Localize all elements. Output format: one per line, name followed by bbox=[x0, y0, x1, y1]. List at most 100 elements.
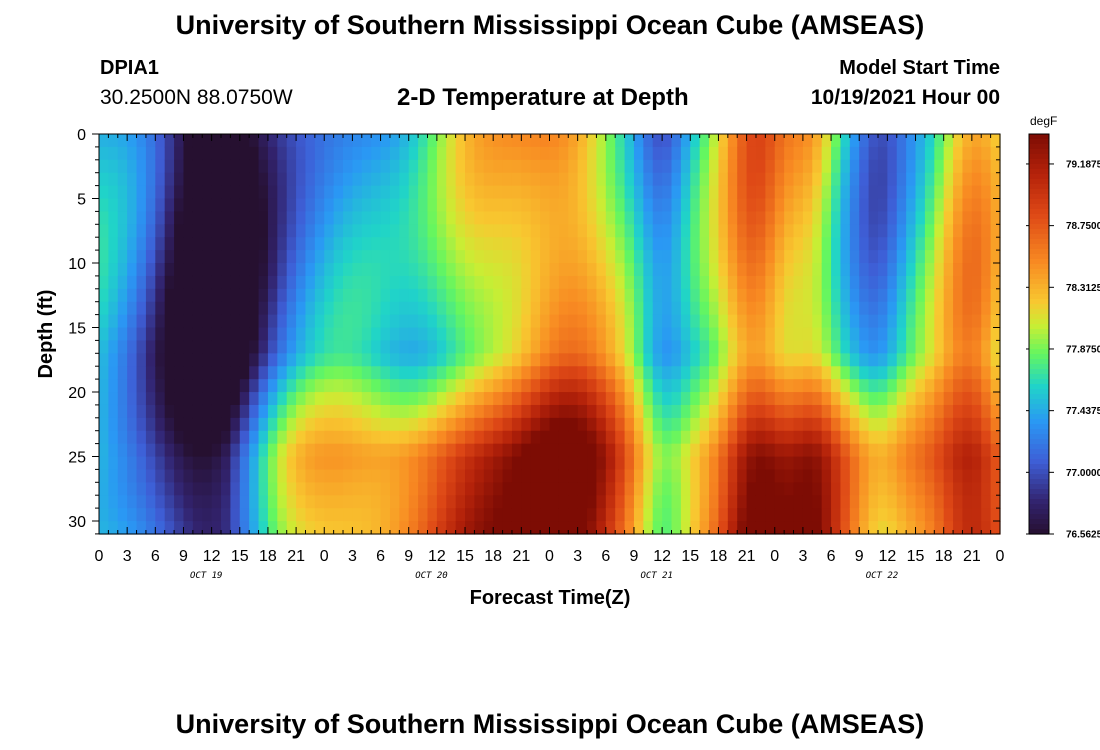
heatmap-cell bbox=[211, 327, 222, 342]
heatmap-cell bbox=[615, 327, 626, 342]
heatmap-cell bbox=[784, 495, 795, 509]
heatmap-cell bbox=[915, 250, 926, 264]
heatmap-cell bbox=[877, 456, 888, 471]
heatmap-cell bbox=[662, 443, 673, 458]
colorbar-segment bbox=[1029, 269, 1049, 275]
heatmap-cell bbox=[587, 198, 598, 213]
heatmap-cell bbox=[812, 275, 823, 290]
heatmap-cell bbox=[953, 417, 964, 432]
heatmap-cell bbox=[755, 469, 766, 483]
heatmap-cell bbox=[821, 417, 832, 432]
heatmap-cell bbox=[953, 353, 964, 367]
heatmap-cell bbox=[540, 263, 551, 277]
heatmap-cell bbox=[183, 288, 194, 303]
heatmap-cell bbox=[483, 134, 494, 148]
heatmap-cell bbox=[493, 146, 504, 161]
heatmap-cell bbox=[587, 430, 598, 445]
heatmap-cell bbox=[249, 404, 260, 419]
heatmap-cell bbox=[812, 508, 823, 522]
heatmap-cell bbox=[849, 146, 860, 161]
heatmap-cell bbox=[174, 521, 185, 535]
heatmap-cell bbox=[887, 521, 898, 535]
heatmap-cell bbox=[718, 456, 729, 471]
heatmap-cell bbox=[99, 495, 109, 509]
heatmap-cell bbox=[305, 224, 316, 238]
heatmap-cell bbox=[934, 417, 945, 432]
heatmap-cell bbox=[371, 327, 382, 342]
heatmap-cell bbox=[596, 508, 607, 522]
heatmap-cell bbox=[408, 134, 419, 148]
heatmap-cell bbox=[981, 159, 992, 174]
heatmap-cell bbox=[962, 288, 973, 303]
heatmap-cell bbox=[239, 521, 250, 535]
heatmap-cell bbox=[709, 417, 720, 432]
heatmap-cell bbox=[774, 469, 785, 483]
heatmap-cell bbox=[474, 456, 485, 471]
heatmap-cell bbox=[136, 469, 147, 483]
heatmap-cell bbox=[690, 237, 701, 251]
heatmap-cell bbox=[221, 211, 231, 225]
heatmap-cell bbox=[709, 288, 720, 303]
heatmap-cell bbox=[305, 185, 316, 200]
heatmap-cell bbox=[221, 521, 231, 535]
heatmap-cell bbox=[399, 327, 410, 342]
heatmap-cell bbox=[990, 404, 1001, 419]
heatmap-cell bbox=[699, 469, 710, 483]
heatmap-cell bbox=[877, 288, 888, 303]
heatmap-cell bbox=[502, 521, 513, 535]
heatmap-cell bbox=[671, 404, 682, 419]
heatmap-cell bbox=[633, 417, 644, 432]
heatmap-cell bbox=[99, 211, 109, 225]
heatmap-cell bbox=[446, 159, 457, 174]
heatmap-cell bbox=[267, 275, 278, 290]
heatmap-cell bbox=[418, 495, 429, 509]
heatmap-cell bbox=[474, 237, 485, 251]
heatmap-cell bbox=[849, 353, 860, 367]
heatmap-cell bbox=[286, 146, 297, 161]
heatmap-cell bbox=[127, 250, 138, 264]
heatmap-cell bbox=[474, 482, 485, 496]
heatmap-cell bbox=[352, 185, 363, 200]
heatmap-cell bbox=[521, 275, 532, 290]
heatmap-cell bbox=[380, 250, 391, 264]
heatmap-cell bbox=[953, 211, 964, 225]
heatmap-cell bbox=[718, 224, 729, 238]
heatmap-cell bbox=[643, 250, 654, 264]
heatmap-cell bbox=[737, 379, 748, 393]
heatmap-cell bbox=[249, 430, 260, 445]
heatmap-cell bbox=[530, 224, 541, 238]
heatmap-cell bbox=[389, 521, 400, 535]
heatmap-cell bbox=[502, 288, 513, 303]
heatmap-cell bbox=[286, 314, 297, 329]
heatmap-cell bbox=[699, 417, 710, 432]
x-tick-label: 0 bbox=[320, 548, 329, 565]
heatmap-cell bbox=[239, 224, 250, 238]
x-tick-label: 6 bbox=[376, 548, 385, 565]
heatmap-cell bbox=[408, 379, 419, 393]
heatmap-cell bbox=[446, 353, 457, 367]
heatmap-cell bbox=[436, 417, 447, 432]
heatmap-cell bbox=[643, 172, 654, 187]
heatmap-cell bbox=[587, 353, 598, 367]
heatmap-cell bbox=[643, 469, 654, 483]
heatmap-cell bbox=[765, 482, 776, 496]
heatmap-cell bbox=[249, 237, 260, 251]
heatmap-cell bbox=[267, 288, 278, 303]
heatmap-cell bbox=[324, 469, 335, 483]
heatmap-cell bbox=[249, 340, 260, 354]
heatmap-cell bbox=[615, 288, 626, 303]
heatmap-cell bbox=[483, 443, 494, 458]
heatmap-cell bbox=[427, 237, 438, 251]
heatmap-cell bbox=[502, 340, 513, 354]
heatmap-cell bbox=[155, 508, 166, 522]
heatmap-cell bbox=[239, 172, 250, 187]
heatmap-cell bbox=[127, 314, 138, 329]
heatmap-cell bbox=[981, 443, 992, 458]
heatmap-cell bbox=[511, 340, 522, 354]
heatmap-cell bbox=[155, 198, 166, 213]
heatmap-cell bbox=[267, 495, 278, 509]
heatmap-cell bbox=[361, 288, 372, 303]
heatmap-cell bbox=[352, 521, 363, 535]
heatmap-cell bbox=[840, 250, 851, 264]
heatmap-cell bbox=[737, 159, 748, 174]
